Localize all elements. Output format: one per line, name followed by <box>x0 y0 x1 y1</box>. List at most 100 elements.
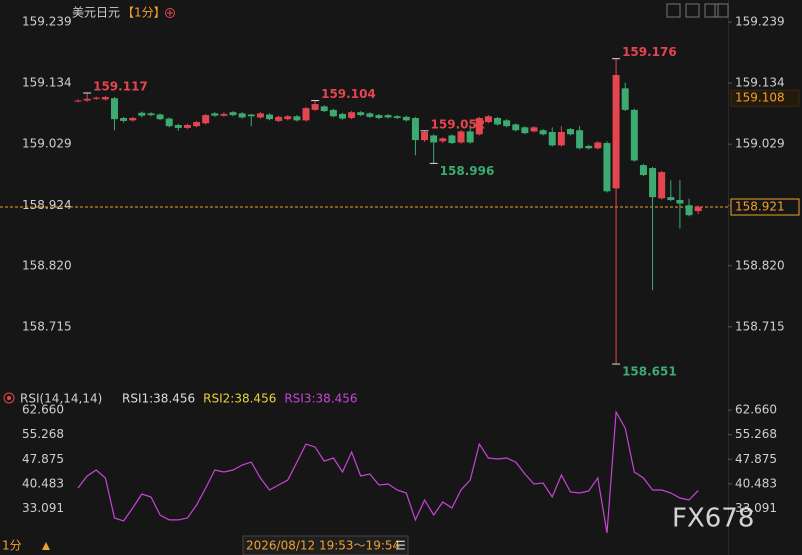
y-tick-label-left: 158.715 <box>22 319 72 333</box>
y-tick-label-left: 55.268 <box>22 427 64 441</box>
candle-body <box>83 98 91 101</box>
watermark: FX678 <box>672 504 754 534</box>
candle-body <box>548 131 556 146</box>
candle-body <box>275 116 283 121</box>
menu-icon[interactable]: ☰ <box>395 539 406 553</box>
candle-body <box>503 120 511 127</box>
candle-body <box>348 112 356 119</box>
extreme-label: 158.996 <box>440 164 495 178</box>
candle-body <box>457 131 465 143</box>
candle-body <box>630 109 638 161</box>
y-tick-label-right: 47.875 <box>735 452 777 466</box>
candle-body <box>165 118 173 127</box>
y-tick-label-left: 159.239 <box>22 15 72 29</box>
period-footer[interactable]: 1分 <box>2 539 22 553</box>
candle-body <box>320 106 328 112</box>
candle-body <box>421 131 429 141</box>
rsi-line <box>77 410 699 534</box>
extreme-label: 159.117 <box>93 80 148 94</box>
candle-body <box>658 172 666 199</box>
candle-body <box>266 114 274 120</box>
candle-body <box>357 112 365 116</box>
y-tick-label-left: 159.134 <box>22 76 72 90</box>
y-tick-label-left: 62.660 <box>22 403 64 417</box>
y-tick-label-right: 159.029 <box>735 137 785 151</box>
time-box <box>242 535 409 555</box>
candle-body <box>685 205 693 216</box>
candle-body <box>539 130 547 135</box>
candle-body <box>585 145 593 149</box>
candle-body <box>484 116 492 123</box>
candle-body <box>247 114 255 117</box>
candle-body <box>621 88 629 110</box>
candle-body <box>393 116 401 119</box>
extreme-label: 159.176 <box>622 45 677 59</box>
legend-entry: RSI3:38.456 <box>284 392 357 406</box>
candle-body <box>667 197 675 201</box>
candle-body <box>566 129 574 135</box>
candle-body <box>156 114 164 120</box>
candle-body <box>466 131 474 143</box>
tool-button[interactable] <box>666 3 681 18</box>
candle-body <box>329 109 337 117</box>
candle-body <box>612 74 620 189</box>
period-arrow[interactable] <box>42 542 50 550</box>
y-tick-label-right: 62.660 <box>735 403 777 417</box>
indicator-icon[interactable] <box>3 392 15 404</box>
y-tick-label-right: 159.134 <box>735 76 785 90</box>
y-tick-label-right: 158.715 <box>735 319 785 333</box>
candle-body <box>238 113 246 118</box>
candle-body <box>594 142 602 149</box>
candle-body <box>676 200 684 204</box>
candle-body <box>530 127 538 132</box>
y-tick-label-left: 158.820 <box>22 258 72 272</box>
candle-body <box>284 116 292 120</box>
y-tick-label-right: 159.239 <box>735 15 785 29</box>
candle-body <box>366 113 374 117</box>
legend-entry: RSI1:38.456 <box>122 392 195 406</box>
candle-body <box>129 118 137 121</box>
zoom-button[interactable] <box>165 8 175 18</box>
legend-entry: RSI2:38.456 <box>203 392 276 406</box>
candle-body <box>649 168 657 198</box>
candle-body <box>138 112 146 116</box>
candle-body <box>411 118 419 141</box>
y-tick-label-right: 55.268 <box>735 427 777 441</box>
candle-body <box>639 165 647 176</box>
candle-body <box>384 115 392 118</box>
y-tick-label-right: 33.091 <box>735 501 777 515</box>
candle-body <box>120 118 128 121</box>
y-tick-label-left: 159.029 <box>22 137 72 151</box>
candle-body <box>603 143 611 192</box>
candle-body <box>202 115 210 124</box>
candle-body <box>229 112 237 116</box>
candle-body <box>211 113 219 116</box>
candle-body <box>439 138 447 142</box>
candle-body <box>183 124 191 128</box>
tool-button[interactable] <box>704 3 719 18</box>
toolbar <box>666 3 729 18</box>
candle-body <box>293 116 301 121</box>
tool-button[interactable] <box>685 3 700 18</box>
y-tick-label-left: 158.924 <box>22 198 72 212</box>
candle-body <box>375 115 383 119</box>
candle-body <box>475 118 483 135</box>
period-tag: 【1分】 <box>122 6 166 20</box>
candle-body <box>302 108 310 121</box>
tool-button[interactable] <box>714 3 729 18</box>
extreme-label: 159.104 <box>321 87 376 101</box>
last-price-box <box>730 198 800 216</box>
candle-body <box>311 104 319 110</box>
candle-body <box>338 113 346 119</box>
candle-body <box>694 207 702 212</box>
candle-body <box>512 124 520 131</box>
y-tick-label-right: 158.820 <box>735 258 785 272</box>
extreme-label: 158.651 <box>622 365 677 379</box>
y-tick-label-left: 33.091 <box>22 501 64 515</box>
crosshair-time: 2026/08/12 19:53～19:54 <box>246 539 400 553</box>
y-tick-label-left: 47.875 <box>22 452 64 466</box>
candle-body <box>193 122 201 127</box>
